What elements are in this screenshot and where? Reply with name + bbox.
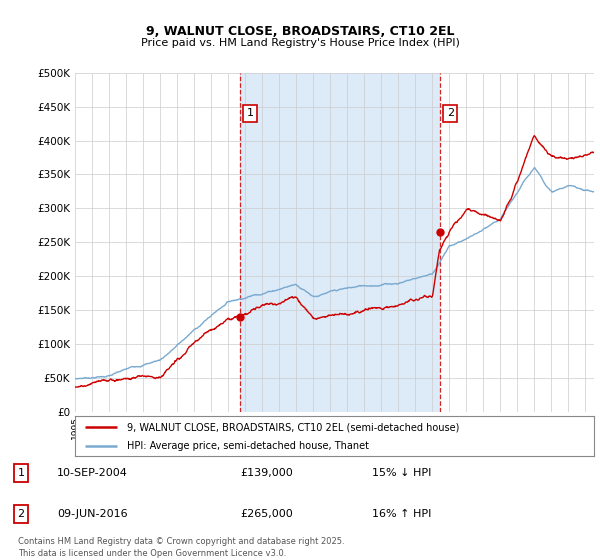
Text: 2: 2 <box>17 509 25 519</box>
Text: 16% ↑ HPI: 16% ↑ HPI <box>372 509 431 519</box>
Text: 9, WALNUT CLOSE, BROADSTAIRS, CT10 2EL: 9, WALNUT CLOSE, BROADSTAIRS, CT10 2EL <box>146 25 454 38</box>
Bar <box>240 73 440 412</box>
Text: 15% ↓ HPI: 15% ↓ HPI <box>372 468 431 478</box>
Text: 10-SEP-2004: 10-SEP-2004 <box>57 468 128 478</box>
Text: 09-JUN-2016: 09-JUN-2016 <box>57 509 128 519</box>
Text: 1: 1 <box>247 109 254 119</box>
Text: 9, WALNUT CLOSE, BROADSTAIRS, CT10 2EL (semi-detached house): 9, WALNUT CLOSE, BROADSTAIRS, CT10 2EL (… <box>127 422 459 432</box>
Text: Price paid vs. HM Land Registry's House Price Index (HPI): Price paid vs. HM Land Registry's House … <box>140 38 460 48</box>
Text: 2: 2 <box>446 109 454 119</box>
Text: HPI: Average price, semi-detached house, Thanet: HPI: Average price, semi-detached house,… <box>127 441 369 451</box>
Text: £139,000: £139,000 <box>240 468 293 478</box>
Text: Contains HM Land Registry data © Crown copyright and database right 2025.
This d: Contains HM Land Registry data © Crown c… <box>18 537 344 558</box>
Text: 1: 1 <box>17 468 25 478</box>
Text: £265,000: £265,000 <box>240 509 293 519</box>
